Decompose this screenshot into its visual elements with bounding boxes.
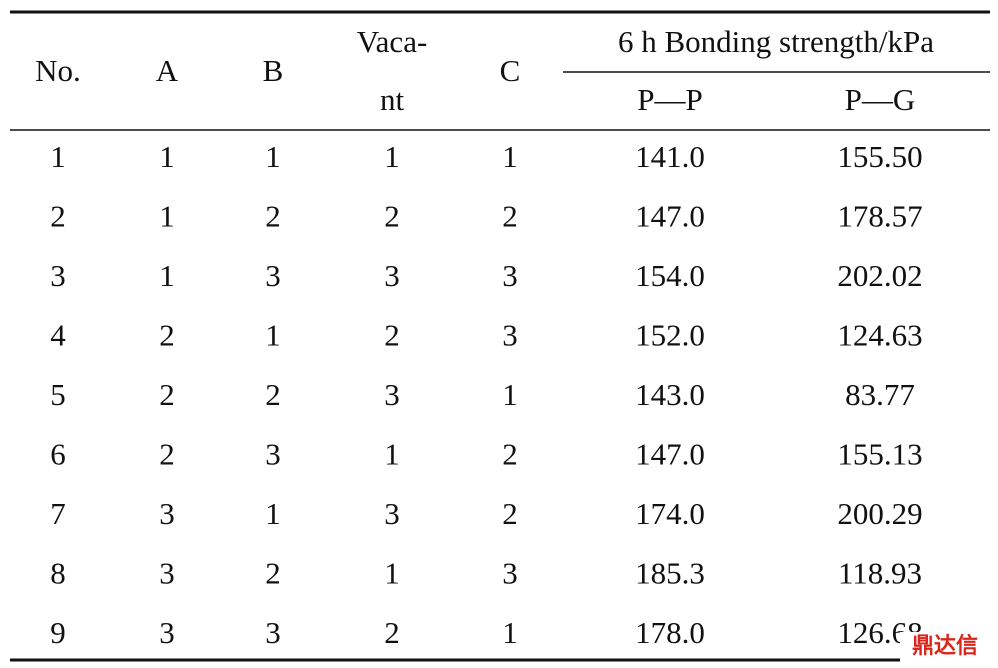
table-cell: 3 [159, 556, 175, 591]
table-cell: 3 [265, 437, 281, 472]
header-cell: C [500, 53, 521, 88]
header-cell: A [156, 53, 179, 88]
table-cell: 2 [265, 556, 281, 591]
table-cell: 1 [384, 139, 400, 174]
table-cell: 2 [384, 318, 400, 353]
table-cell: 124.63 [837, 318, 922, 353]
watermark: 鼎达信 [912, 633, 978, 659]
table-cell: 3 [502, 258, 518, 293]
table-cell: 118.93 [838, 556, 922, 591]
table-cell: 3 [384, 258, 400, 293]
table-cell: 2 [265, 377, 281, 412]
table-cell: 3 [502, 318, 518, 353]
table-cell: 2 [159, 377, 175, 412]
table-cell: 3 [384, 377, 400, 412]
table-cell: 178.0 [635, 615, 705, 650]
table-cell: 154.0 [635, 258, 705, 293]
table-cell: 1 [502, 615, 518, 650]
table-cell: 2 [384, 199, 400, 234]
table-cell: 147.0 [635, 199, 705, 234]
header-group: 6 h Bonding strength/kPa [618, 24, 934, 59]
table-cell: 9 [50, 615, 66, 650]
table-cell: 178.57 [837, 199, 922, 234]
table-cell: 202.02 [837, 258, 922, 293]
table-cell: 1 [265, 496, 281, 531]
table-cell: 2 [265, 199, 281, 234]
table-cell: 1 [502, 377, 518, 412]
table-cell: 3 [159, 615, 175, 650]
table-cell: 3 [265, 615, 281, 650]
header-cell: P—G [845, 82, 916, 117]
table-cell: 6 [50, 437, 66, 472]
table-cell: 185.3 [635, 556, 705, 591]
table-cell: 141.0 [635, 139, 705, 174]
table-cell: 83.77 [845, 377, 915, 412]
header-cell: P—P [637, 82, 702, 117]
table-cell: 174.0 [635, 496, 705, 531]
table-cell: 2 [502, 496, 518, 531]
table-cell: 2 [502, 437, 518, 472]
header-cell: No. [35, 53, 81, 88]
table-cell: 152.0 [635, 318, 705, 353]
table-cell: 2 [159, 437, 175, 472]
table-cell: 7 [50, 496, 66, 531]
table-cell: 2 [502, 199, 518, 234]
table-cell: 200.29 [837, 496, 922, 531]
table-cell: 1 [50, 139, 66, 174]
table-cell: 2 [159, 318, 175, 353]
table-cell: 1 [159, 199, 175, 234]
table-cell: 5 [50, 377, 66, 412]
header-cell: nt [380, 82, 405, 117]
table-cell: 1 [265, 318, 281, 353]
table-cell: 1 [159, 139, 175, 174]
table-cell: 3 [50, 258, 66, 293]
table-cell: 155.50 [837, 139, 922, 174]
table-cell: 8 [50, 556, 66, 591]
table-cell: 4 [50, 318, 66, 353]
table-cell: 2 [50, 199, 66, 234]
table-cell: 1 [502, 139, 518, 174]
watermark-bg [900, 632, 992, 662]
header-cell: Vaca- [357, 24, 428, 59]
table-cell: 1 [265, 139, 281, 174]
table-cell: 3 [384, 496, 400, 531]
table-cell: 147.0 [635, 437, 705, 472]
table-cell: 3 [265, 258, 281, 293]
table-cell: 1 [384, 556, 400, 591]
table-cell: 155.13 [837, 437, 922, 472]
table-cell: 2 [384, 615, 400, 650]
table-cell: 1 [384, 437, 400, 472]
table-cell: 3 [159, 496, 175, 531]
table-cell: 3 [502, 556, 518, 591]
header-cell: B [263, 53, 284, 88]
table-cell: 143.0 [635, 377, 705, 412]
table-cell: 1 [159, 258, 175, 293]
